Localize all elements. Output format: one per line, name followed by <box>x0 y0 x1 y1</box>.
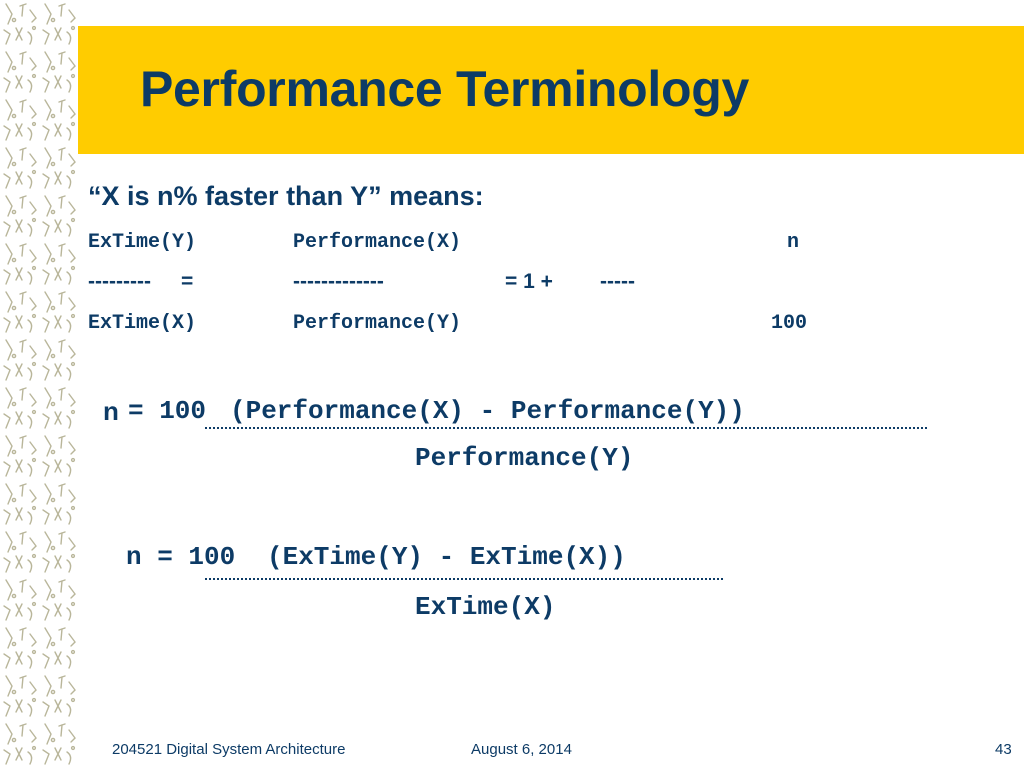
title-bar <box>78 26 1024 154</box>
footer-course: 204521 Digital System Architecture <box>112 741 346 758</box>
formula2-numerator: (ExTime(Y) - ExTime(X)) <box>267 542 626 572</box>
formula1-equals: = 100 <box>128 396 207 426</box>
ratio-numerator-middle: Performance(X) <box>293 231 462 254</box>
formula2-fraction-line <box>205 578 723 580</box>
ratio-denominator-middle: Performance(Y) <box>293 312 462 335</box>
ratio-equals-1: = <box>181 270 194 293</box>
formula1-numerator: (Performance(X) - Performance(Y)) <box>230 396 745 426</box>
ratio-bar-left: --------- <box>88 270 151 293</box>
formula1-fraction-line <box>205 427 927 429</box>
formula2-denominator: ExTime(X) <box>415 592 556 622</box>
ratio-equals-2: = 1 + <box>505 270 553 293</box>
formula1-n: n <box>103 396 119 426</box>
ratio-bar-middle: ------------- <box>293 270 384 293</box>
footer-page-number: 43 <box>995 741 1012 758</box>
ratio-numerator-left: ExTime(Y) <box>88 231 197 254</box>
slide-title: Performance Terminology <box>140 61 749 117</box>
ratio-denominator-left: ExTime(X) <box>88 312 197 335</box>
footer-date: August 6, 2014 <box>471 741 572 758</box>
ratio-numerator-right: n <box>787 231 800 254</box>
formula2-lhs: n = 100 <box>126 542 236 572</box>
formula1-denominator: Performance(Y) <box>415 443 634 473</box>
intro-statement: “X is n% faster than Y” means: <box>88 181 484 211</box>
ratio-denominator-right: 100 <box>771 312 808 335</box>
decorative-pattern <box>0 0 78 768</box>
ratio-bar-right: ----- <box>600 270 635 293</box>
